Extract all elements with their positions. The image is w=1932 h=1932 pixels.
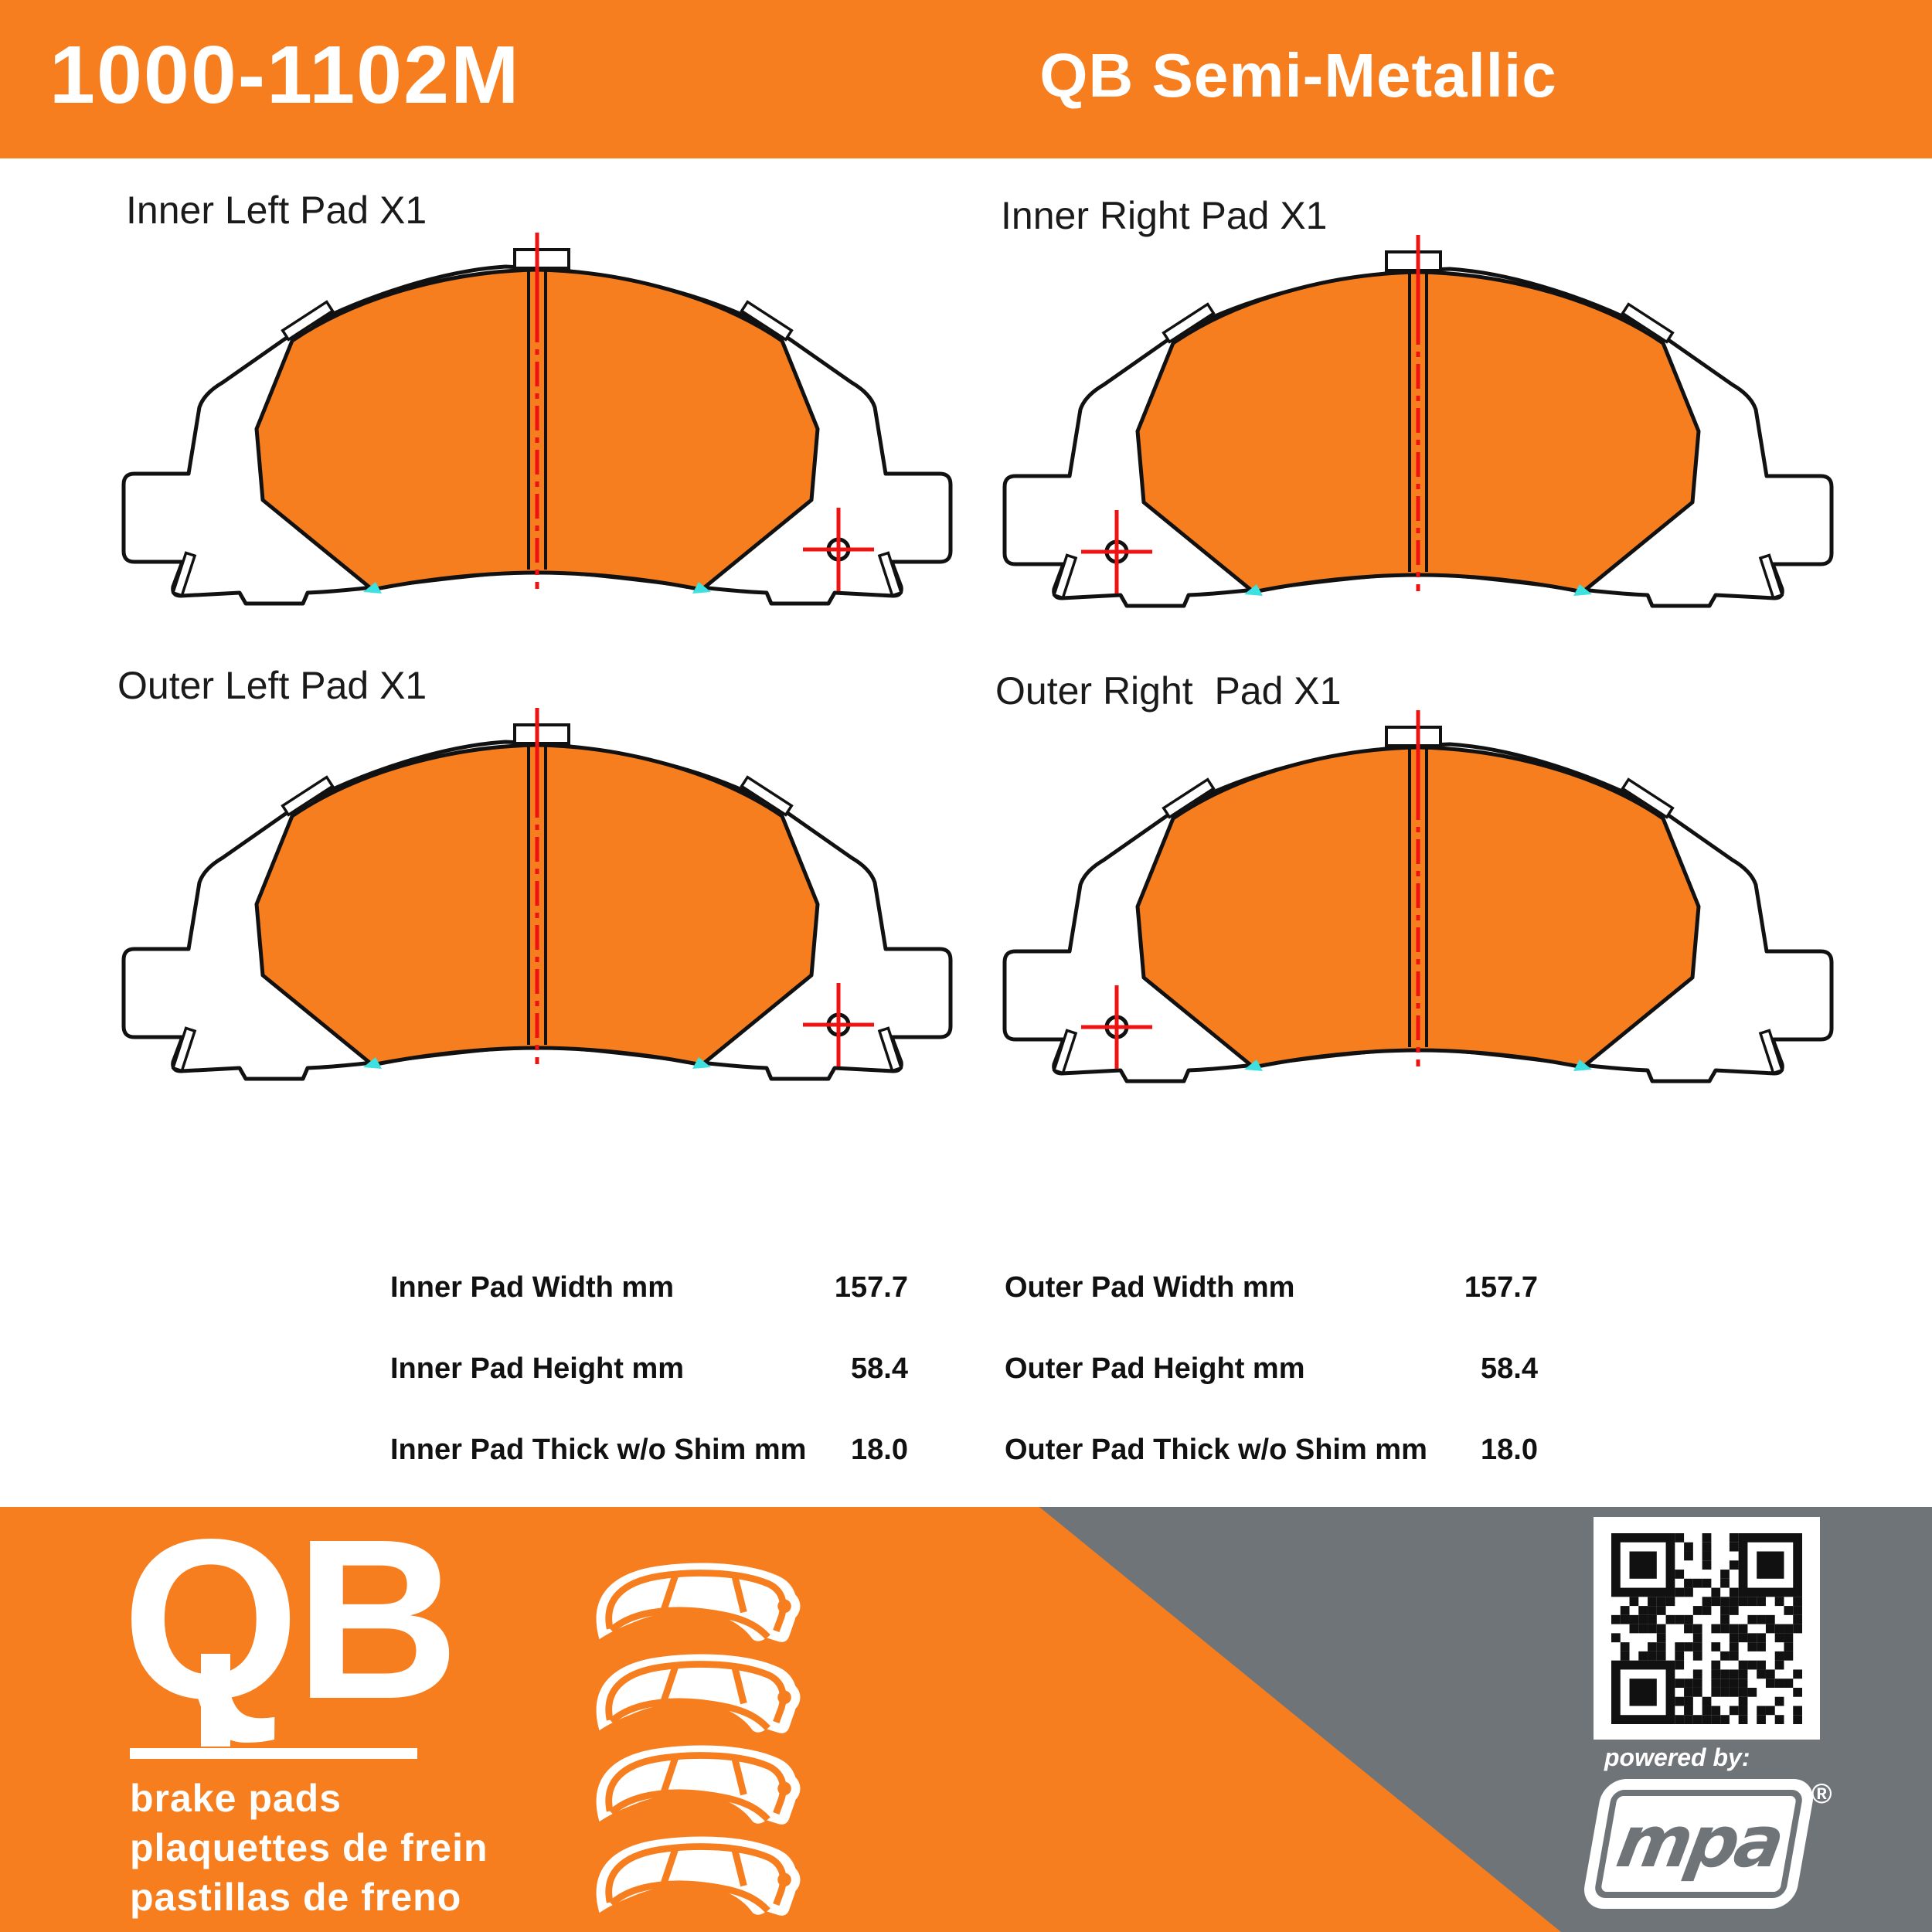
spec-value: 18.0 [1481, 1434, 1538, 1466]
header-bar: 1000-1102M QB Semi-Metallic [0, 0, 1932, 158]
spec-value: 157.7 [834, 1271, 908, 1304]
spec-label: Inner Pad Height mm [390, 1352, 685, 1385]
mpa-logo-frame: mpa [1593, 1790, 1804, 1898]
brake-pad-icon [587, 1560, 813, 1646]
spec-value: 58.4 [851, 1352, 908, 1385]
pad-label-outer-right: Outer Right Pad X1 [995, 669, 1342, 713]
powered-by-label: powered by: [1604, 1743, 1750, 1771]
part-number: 1000-1102M [49, 29, 521, 121]
tagline-es: pastillas de freno [130, 1876, 462, 1919]
spec-label: Inner Pad Thick w/o Shim mm [390, 1434, 807, 1466]
brake-pad-icon [587, 1742, 813, 1828]
spec-value: 157.7 [1464, 1271, 1538, 1304]
mpa-logo: mpa [1580, 1779, 1817, 1909]
pad-drawing-outer-right [997, 721, 1839, 1088]
qr-code-icon [1611, 1533, 1802, 1724]
taglines: brake pads plaquettes de frein pastillas… [130, 1774, 488, 1922]
registered-trademark-icon: ® [1811, 1777, 1832, 1809]
spec-value: 58.4 [1481, 1352, 1538, 1385]
qb-logo-descender [201, 1654, 230, 1747]
pad-label-inner-left: Inner Left Pad X1 [126, 189, 427, 232]
pad-drawing-inner-left [116, 243, 958, 611]
spec-label: Outer Pad Height mm [1005, 1352, 1305, 1385]
tagline-en: brake pads [130, 1777, 342, 1820]
spec-label: Inner Pad Width mm [390, 1271, 675, 1304]
tagline-fr: plaquettes de frein [130, 1826, 488, 1869]
mpa-logo-text: mpa [1611, 1800, 1787, 1883]
pad-drawing-outer-left [116, 719, 958, 1086]
pad-label-inner-right: Inner Right Pad X1 [1001, 194, 1328, 237]
qb-logo: QB [122, 1492, 459, 1747]
product-line-title: QB Semi-Metallic [1039, 41, 1557, 110]
brake-pad-icon [587, 1651, 813, 1737]
pad-drawing-inner-right [997, 246, 1839, 613]
logo-divider-line [130, 1748, 417, 1759]
pad-label-outer-left: Outer Left Pad X1 [117, 664, 427, 707]
spec-label: Outer Pad Thick w/o Shim mm [1005, 1434, 1427, 1466]
brake-pad-icon [587, 1833, 813, 1920]
spec-label: Outer Pad Width mm [1005, 1271, 1295, 1304]
spec-value: 18.0 [851, 1434, 908, 1466]
qr-card [1594, 1517, 1820, 1740]
